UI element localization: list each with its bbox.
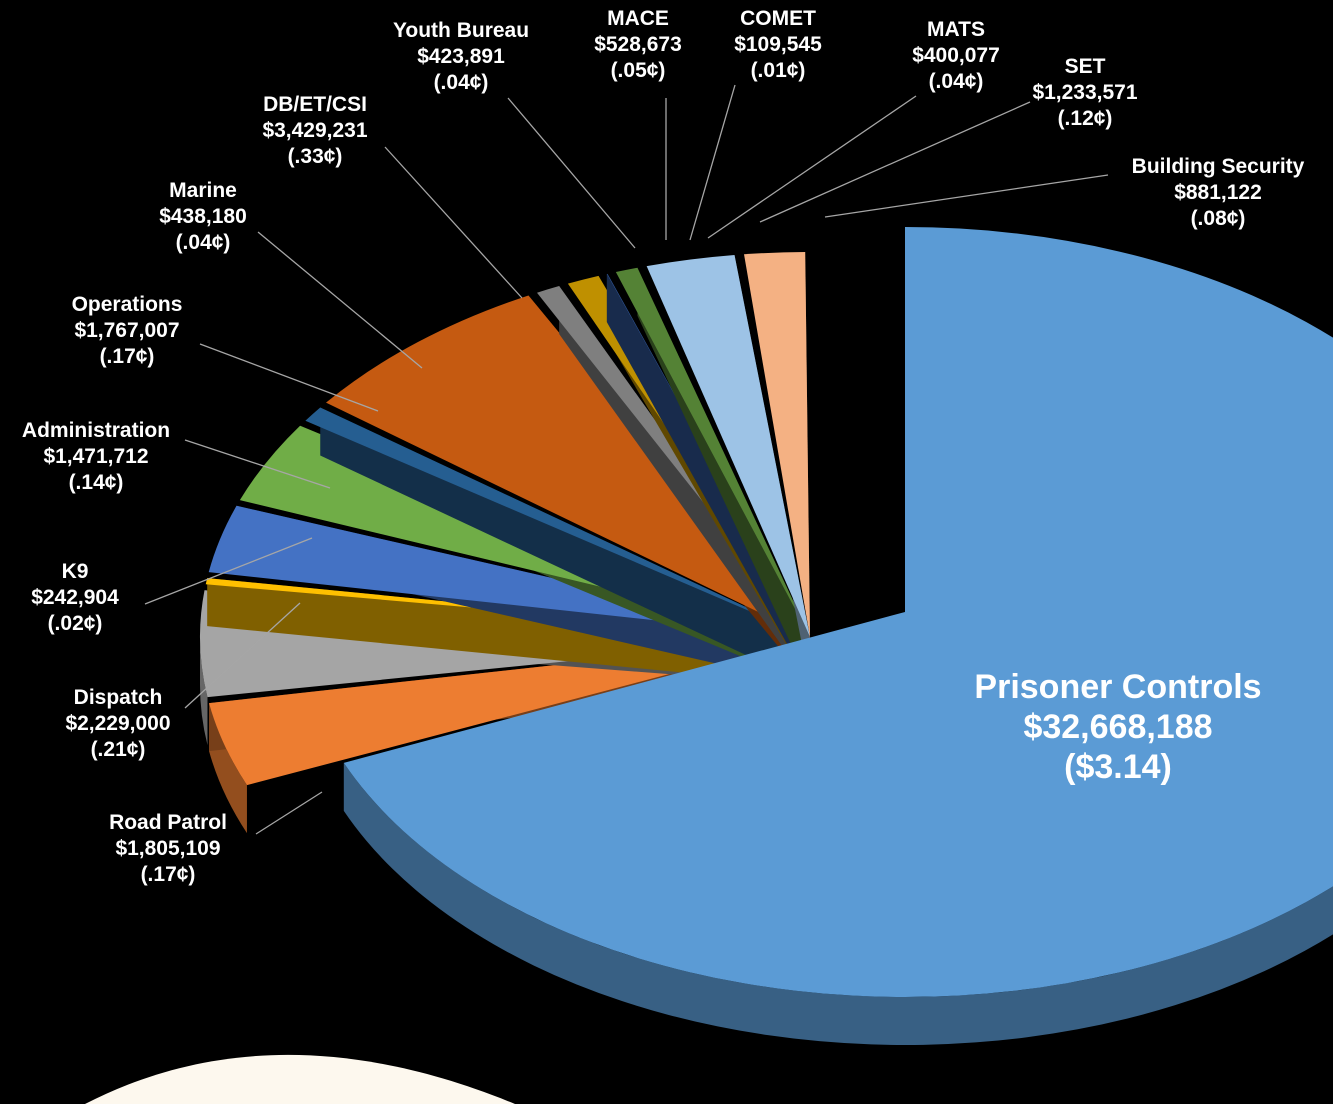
slice-side-prisoner-controls xyxy=(343,762,1333,1045)
slice-marine xyxy=(305,407,810,685)
label-set-line-3: (.12¢) xyxy=(1058,107,1113,130)
label-building-security-line-2: $881,122 xyxy=(1174,181,1262,204)
label-building-security: Building Security $881,122 (.08¢) xyxy=(824,155,1305,230)
label-mats: MATS $400,077 (.04¢) xyxy=(707,18,1000,239)
slice-top-db-et-csi xyxy=(326,295,810,637)
label-youth-bureau-line-1: Youth Bureau xyxy=(393,19,529,42)
label-marine: Marine $438,180 (.04¢) xyxy=(159,179,423,369)
label-road-patrol-line-2: $1,805,109 xyxy=(115,837,220,860)
slice-db-et-csi xyxy=(326,295,810,685)
label-dispatch-line-1: Dispatch xyxy=(74,686,163,709)
label-administration-line-3: (.14¢) xyxy=(69,471,124,494)
leader-line-dispatch xyxy=(184,602,301,709)
label-mats-line-2: $400,077 xyxy=(912,44,1000,67)
label-prisoner-controls-line-2: $32,668,188 xyxy=(1023,708,1212,746)
label-prisoner-controls-line-1: Prisoner Controls xyxy=(974,668,1261,706)
label-road-patrol-line-3: (.17¢) xyxy=(141,863,196,886)
label-youth-bureau-line-2: $423,891 xyxy=(417,45,505,68)
label-marine-line-3: (.04¢) xyxy=(176,231,231,254)
label-administration: Administration $1,471,712 (.14¢) xyxy=(22,419,331,494)
label-dispatch-line-3: (.21¢) xyxy=(91,738,146,761)
slice-face-comet xyxy=(606,273,810,685)
label-db-et-csi: DB/ET/CSI $3,429,231 (.33¢) xyxy=(262,93,523,299)
label-db-et-csi-line-3: (.33¢) xyxy=(288,145,343,168)
slice-top-marine xyxy=(305,407,810,637)
slice-building-security xyxy=(744,252,810,685)
slice-top-road-patrol xyxy=(209,637,810,786)
label-dispatch: Dispatch $2,229,000 (.21¢) xyxy=(65,602,301,761)
label-mace: MACE $528,673 (.05¢) xyxy=(594,7,682,240)
label-dispatch-line-2: $2,229,000 xyxy=(65,712,170,735)
leader-line-building-security xyxy=(824,174,1109,218)
leader-line-marine xyxy=(257,231,423,369)
slice-labels: Prisoner Controls$32,668,188($3.14) Road … xyxy=(22,7,1305,886)
label-mace-line-3: (.05¢) xyxy=(611,59,666,82)
leader-line-operations xyxy=(199,343,379,412)
slice-prisoner-controls xyxy=(343,227,1333,1045)
label-comet-line-1: COMET xyxy=(740,7,816,30)
slice-top-prisoner-controls xyxy=(343,227,1333,997)
label-db-et-csi-line-2: $3,429,231 xyxy=(262,119,367,142)
leader-line-k9 xyxy=(144,537,313,605)
label-youth-bureau-line-3: (.04¢) xyxy=(434,71,489,94)
label-operations-line-2: $1,767,007 xyxy=(74,319,179,342)
label-operations-line-1: Operations xyxy=(72,293,183,316)
label-k9-line-1: K9 xyxy=(62,560,89,583)
label-db-et-csi-line-1: DB/ET/CSI xyxy=(263,93,367,116)
label-building-security-line-1: Building Security xyxy=(1132,155,1305,178)
label-comet-line-3: (.01¢) xyxy=(751,59,806,82)
label-k9-line-2: $242,904 xyxy=(31,586,119,609)
slice-set xyxy=(646,254,810,685)
label-road-patrol: Road Patrol $1,805,109 (.17¢) xyxy=(109,791,323,886)
label-mace-line-1: MACE xyxy=(607,7,669,30)
label-comet: COMET $109,545 (.01¢) xyxy=(689,7,822,241)
label-mats-line-1: MATS xyxy=(927,18,985,41)
label-marine-line-2: $438,180 xyxy=(159,205,247,228)
slice-mats xyxy=(615,267,810,685)
label-mace-line-2: $528,673 xyxy=(594,33,682,56)
leader-line-administration xyxy=(184,439,331,489)
label-operations-line-3: (.17¢) xyxy=(100,345,155,368)
slice-top-set xyxy=(646,254,810,637)
label-prisoner-controls: Prisoner Controls$32,668,188($3.14) xyxy=(974,668,1261,786)
label-set: SET $1,233,571 (.12¢) xyxy=(759,55,1138,223)
leader-line-mats xyxy=(707,95,917,239)
label-operations: Operations $1,767,007 (.17¢) xyxy=(72,293,379,412)
leader-line-comet xyxy=(689,84,736,241)
label-k9: K9 $242,904 (.02¢) xyxy=(31,537,313,635)
corner-decoration-shape xyxy=(85,1054,515,1104)
leader-line-db-et-csi xyxy=(384,146,523,299)
label-set-line-2: $1,233,571 xyxy=(1032,81,1137,104)
label-administration-line-1: Administration xyxy=(22,419,170,442)
slice-face-k9 xyxy=(207,578,810,685)
label-administration-line-2: $1,471,712 xyxy=(43,445,148,468)
label-youth-bureau: Youth Bureau $423,891 (.04¢) xyxy=(393,19,636,249)
label-set-line-1: SET xyxy=(1065,55,1106,78)
label-marine-line-1: Marine xyxy=(169,179,237,202)
label-road-patrol-line-1: Road Patrol xyxy=(109,811,227,834)
leader-line-set xyxy=(759,101,1031,223)
leader-line-road-patrol xyxy=(255,791,323,835)
label-comet-line-2: $109,545 xyxy=(734,33,822,56)
label-prisoner-controls-line-3: ($3.14) xyxy=(1064,748,1172,786)
slice-top-building-security xyxy=(744,252,810,637)
slice-top-mats xyxy=(615,267,810,637)
pie-slices xyxy=(199,227,1333,1045)
leader-line-youth-bureau xyxy=(507,97,636,249)
label-building-security-line-3: (.08¢) xyxy=(1191,207,1246,230)
label-mats-line-3: (.04¢) xyxy=(929,70,984,93)
label-k9-line-3: (.02¢) xyxy=(48,612,103,635)
